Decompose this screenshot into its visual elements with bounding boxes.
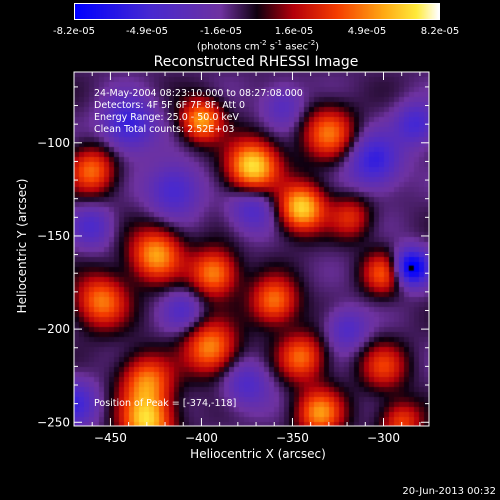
x-tick-label: −450: [94, 431, 127, 445]
y-tick-label: −200: [37, 322, 70, 336]
energy-range-text: Energy Range: 25.0 - 50.0 keV: [94, 112, 239, 123]
clean-counts-text: Clean Total counts: 2.52E+03: [94, 124, 234, 135]
x-axis-label: Heliocentric X (arcsec): [190, 448, 326, 460]
y-tick-label: −250: [37, 415, 70, 429]
x-tick-label: −400: [185, 431, 218, 445]
x-tick-label: −350: [276, 431, 309, 445]
detectors-text: Detectors: 4F 5F 6F 7F 8F, Att 0: [94, 100, 245, 111]
timestamp-footer: 20-Jun-2013 00:32: [402, 487, 496, 497]
y-tick-label: −100: [37, 136, 70, 150]
peak-position-text: Position of Peak = [-374,-118]: [94, 398, 236, 409]
x-tick-label: −300: [367, 431, 400, 445]
time-range-text: 24-May-2004 08:23:10.000 to 08:27:08.000: [94, 88, 303, 99]
y-axis-label: Heliocentric Y (arcsec): [16, 179, 28, 314]
y-tick-label: −150: [37, 229, 70, 243]
